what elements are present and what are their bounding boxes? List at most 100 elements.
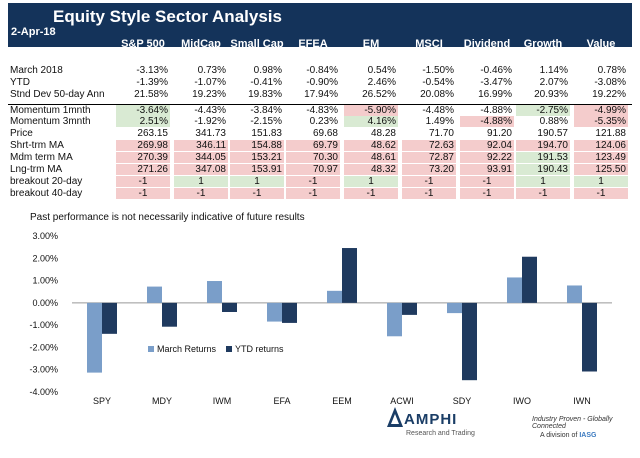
row-label: Stnd Dev 50-day Ann (10, 89, 105, 100)
table-cell: -1 (460, 176, 514, 187)
table-cell: -5.90% (344, 105, 398, 116)
table-cell: 92.04 (460, 140, 514, 151)
row-label: Momentum 3mnth (10, 116, 91, 127)
table-cell: 19.23% (192, 89, 226, 100)
column-header-ticker: ACWI (414, 62, 444, 74)
column-header-iwo: Growth IWO (513, 38, 573, 62)
table-cell: -1 (574, 188, 628, 199)
table-cell: 26.52% (362, 89, 396, 100)
brand-name: AMPHI (404, 411, 458, 428)
table-cell: -1.92% (194, 116, 226, 127)
table-row: Lng-trm MA 271.26 347.08 153.91 70.97 48.32 73… (8, 164, 632, 175)
table-cell: 1 (174, 176, 228, 187)
row-label: YTD (10, 77, 30, 88)
brand-tagline: Industry Proven - Globally Connected (532, 416, 613, 430)
row-label: Shrt-trm MA (10, 140, 64, 151)
bar-ytd-sdy (462, 302, 477, 381)
table-cell: 0.73% (197, 65, 226, 76)
table-cell: 72.87 (402, 152, 456, 163)
table-cell: -3.64% (116, 105, 170, 116)
x-tick-label: SDY (453, 396, 472, 406)
table-cell: 19.83% (248, 89, 282, 100)
table-cell: 0.54% (367, 65, 396, 76)
table-cell: -1.50% (422, 65, 454, 76)
table-row: Mdm term MA 270.39 344.05 153.21 70.30 48.61 7… (8, 152, 632, 163)
column-header-eem: EM Markets EEM (341, 38, 401, 74)
table-cell: 153.91 (230, 164, 284, 175)
division-line: A division of IASG (540, 432, 596, 439)
table-cell: 91.20 (486, 128, 512, 139)
table-cell: 19.22% (592, 89, 626, 100)
row-label: March 2018 (10, 65, 63, 76)
table-row: Price 263.15 341.73 151.83 69.68 48.28 71.70 91… (8, 128, 632, 139)
table-cell: 0.78% (597, 65, 626, 76)
column-header-ticker: IWO (532, 50, 554, 62)
table-cell: 1 (574, 176, 628, 187)
column-header-name: Value (586, 38, 616, 50)
column-header-ticker: SDY (475, 50, 499, 62)
brand-subtitle: Research and Trading (406, 430, 475, 437)
bar-march-eem (327, 290, 342, 303)
division-prefix: A division of (540, 432, 578, 439)
table-cell: -1.07% (194, 77, 226, 88)
table-cell: 73.20 (402, 164, 456, 175)
table-row: breakout 20-day -1 1 1 -1 1 -1 -1 1 1 (8, 176, 632, 187)
table-cell: 190.57 (537, 128, 568, 139)
table-cell: 190.43 (516, 164, 570, 175)
column-header-spy: S&P 500 SPY (113, 38, 173, 62)
y-tick-label: 2.00% (32, 253, 58, 263)
table-cell: 48.28 (370, 128, 396, 139)
x-tick-label: IWO (513, 396, 531, 406)
column-header-name: Small Cap (230, 38, 284, 50)
table-cell: 0.98% (253, 65, 282, 76)
table-cell: 48.62 (344, 140, 398, 151)
table-cell: 154.88 (230, 140, 284, 151)
table-cell: 16.99% (478, 89, 512, 100)
table-cell: 2.51% (116, 116, 170, 127)
row-label: Mdm term MA (10, 152, 73, 163)
row-label: Lng-trm MA (10, 164, 63, 175)
table-cell: -1 (460, 188, 514, 199)
table-row: Momentum 1mnth -3.64% -4.43% -3.84% -4.83% -5… (8, 104, 632, 116)
legend-swatch (226, 346, 232, 352)
table-cell: 20.08% (420, 89, 454, 100)
bar-ytd-spy (102, 302, 117, 334)
bar-ytd-mdy (162, 302, 177, 327)
table-cell: -3.84% (250, 105, 282, 116)
table-cell: -4.99% (574, 105, 628, 116)
table-cell: -4.88% (480, 105, 512, 116)
column-header-ticker: EEM (359, 62, 383, 74)
table-cell: -5.35% (574, 116, 628, 127)
table-cell: 1 (230, 176, 284, 187)
table-cell: 4.16% (344, 116, 398, 127)
bar-ytd-acwi (402, 302, 417, 315)
bar-march-iwn (567, 285, 582, 303)
x-tick-label: MDY (152, 396, 172, 406)
bar-ytd-iwn (582, 302, 597, 372)
column-header-name: MidCap (181, 38, 221, 50)
x-tick-label: IWN (573, 396, 591, 406)
row-label: breakout 40-day (10, 188, 83, 199)
table-cell: -1 (286, 176, 340, 187)
table-cell: 124.06 (574, 140, 628, 151)
bar-march-efa (267, 302, 282, 322)
table-cell: -1 (230, 188, 284, 199)
table-row: Momentum 3mnth 2.51% -1.92% -2.15% 0.23% 4.16… (8, 116, 632, 127)
table-cell: -1 (516, 188, 570, 199)
table-cell: -3.08% (594, 77, 626, 88)
table-cell: -1 (344, 188, 398, 199)
y-tick-label: -1.00% (29, 320, 58, 330)
report-header: Equity Style Sector Analysis 2-Apr-18 (8, 3, 632, 47)
bar-ytd-efa (282, 302, 297, 323)
x-tick-label: IWM (213, 396, 232, 406)
legend-label: YTD returns (235, 344, 284, 354)
table-cell: 70.30 (286, 152, 340, 163)
table-cell: 153.21 (230, 152, 284, 163)
table-cell: 1 (516, 176, 570, 187)
table-cell: 121.88 (595, 128, 626, 139)
table-cell: -1.39% (136, 77, 168, 88)
bar-march-spy (87, 302, 102, 373)
table-cell: 151.83 (251, 128, 282, 139)
column-header-ticker: IWN (590, 50, 612, 62)
table-cell: 263.15 (137, 128, 168, 139)
